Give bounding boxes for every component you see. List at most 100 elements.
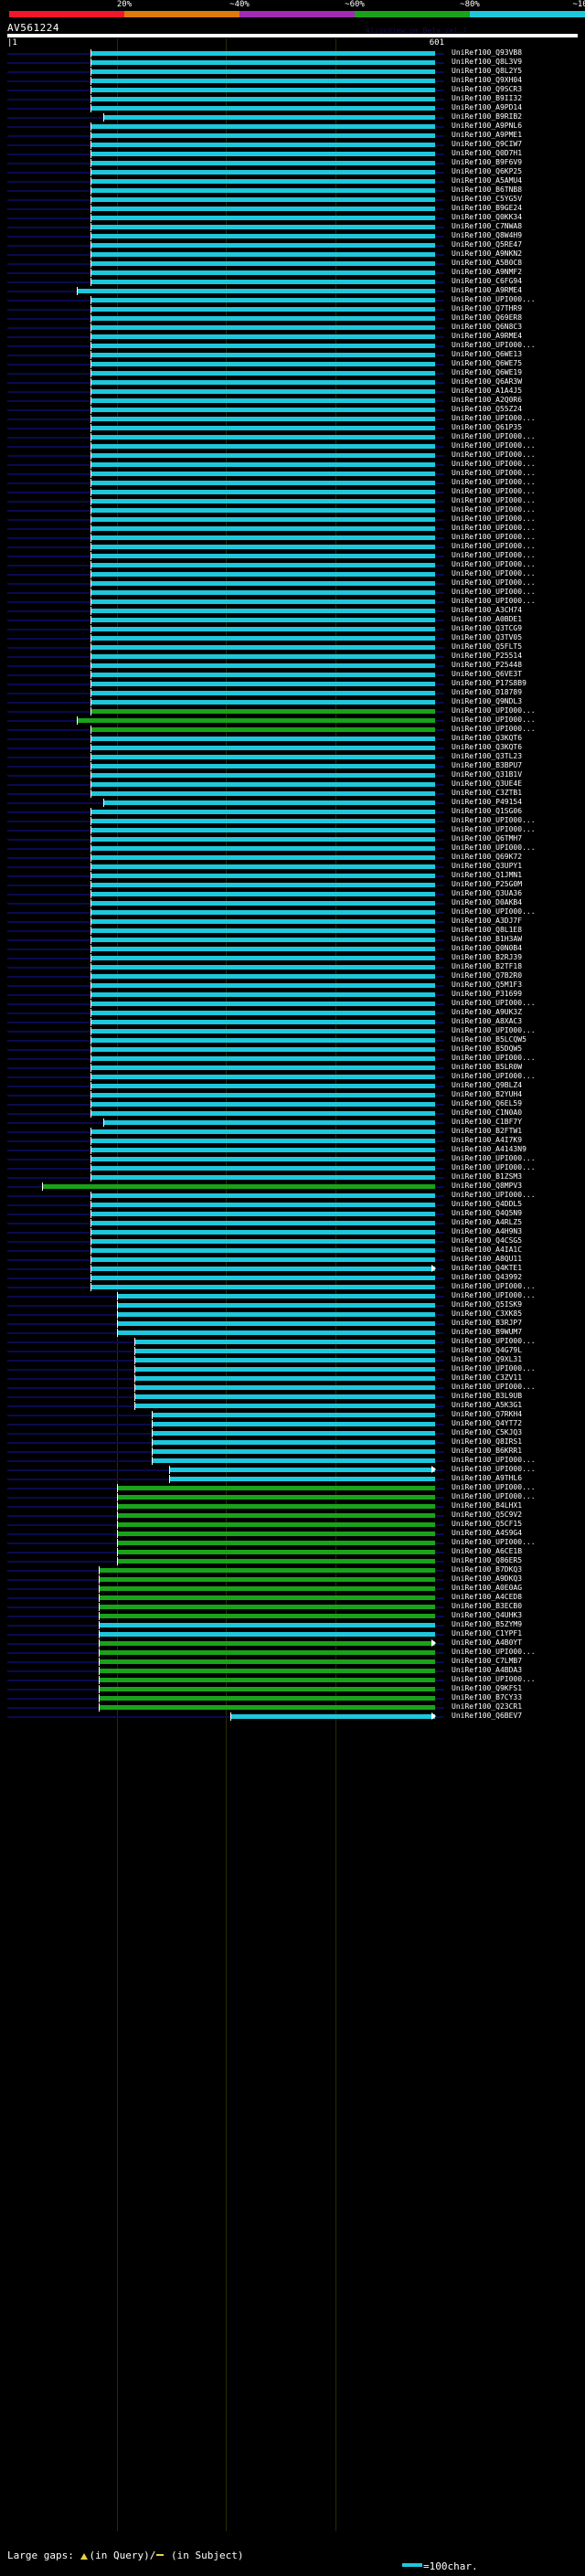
- hit-label[interactable]: UniRef100_A4IA1C: [452, 1246, 523, 1254]
- hit-row[interactable]: UniRef100_Q6N8C3: [0, 323, 585, 333]
- hit-alignment-segment[interactable]: [133, 1349, 436, 1353]
- hit-row[interactable]: UniRef100_Q69ER8: [0, 313, 585, 323]
- hit-label[interactable]: UniRef100_UPI000...: [452, 478, 536, 486]
- hit-label[interactable]: UniRef100_Q3KQT6: [452, 743, 523, 751]
- hit-label[interactable]: UniRef100_UPI000...: [452, 1054, 536, 1062]
- hit-alignment-segment[interactable]: [90, 97, 436, 101]
- hit-label[interactable]: UniRef100_UPI000...: [452, 533, 536, 541]
- hit-alignment-segment[interactable]: [90, 362, 436, 366]
- hit-row[interactable]: UniRef100_Q1JMN1: [0, 871, 585, 881]
- hit-alignment-segment[interactable]: [90, 398, 436, 403]
- hit-alignment-segment[interactable]: [90, 1111, 436, 1116]
- hit-alignment-segment[interactable]: [90, 1257, 436, 1262]
- hit-label[interactable]: UniRef100_A4S9G4: [452, 1529, 523, 1537]
- hit-row[interactable]: UniRef100_Q6WE13: [0, 350, 585, 360]
- hit-label[interactable]: UniRef100_C5KJQ3: [452, 1428, 523, 1436]
- hit-row[interactable]: UniRef100_C1N0A0: [0, 1108, 585, 1118]
- hit-alignment-segment[interactable]: [90, 1011, 436, 1015]
- hit-label[interactable]: UniRef100_Q4CSG5: [452, 1236, 523, 1245]
- hit-label[interactable]: UniRef100_UPI000...: [452, 414, 536, 422]
- hit-label[interactable]: UniRef100_B5LCQW5: [452, 1035, 526, 1044]
- hit-alignment-segment[interactable]: [90, 682, 436, 686]
- hit-alignment-segment[interactable]: [90, 700, 436, 705]
- hit-label[interactable]: UniRef100_P25448: [452, 661, 523, 669]
- hit-row[interactable]: UniRef100_B3ECB0: [0, 1602, 585, 1612]
- hit-row[interactable]: UniRef100_Q3UE4E: [0, 779, 585, 790]
- hit-row[interactable]: UniRef100_UPI000...: [0, 432, 585, 442]
- hit-label[interactable]: UniRef100_A6CE1B: [452, 1547, 523, 1555]
- hit-alignment-segment[interactable]: [90, 545, 436, 549]
- hit-row[interactable]: UniRef100_Q4Q5N9: [0, 1209, 585, 1219]
- hit-label[interactable]: UniRef100_UPI000...: [452, 706, 536, 715]
- hit-label[interactable]: UniRef100_A5K3G1: [452, 1401, 523, 1409]
- hit-row[interactable]: UniRef100_UPI000...: [0, 1648, 585, 1658]
- hit-label[interactable]: UniRef100_UPI000...: [452, 1675, 536, 1683]
- hit-alignment-segment[interactable]: [77, 289, 436, 293]
- hit-row[interactable]: UniRef100_UPI000...: [0, 1492, 585, 1502]
- hit-label[interactable]: UniRef100_Q4Q5N9: [452, 1209, 523, 1217]
- hit-row[interactable]: UniRef100_Q9BLZ4: [0, 1081, 585, 1091]
- hit-alignment-segment[interactable]: [90, 572, 436, 577]
- hit-alignment-segment[interactable]: [90, 298, 436, 302]
- hit-alignment-segment[interactable]: [90, 334, 436, 339]
- hit-alignment-segment[interactable]: [90, 1230, 436, 1235]
- hit-row[interactable]: UniRef100_Q4UHK3: [0, 1611, 585, 1621]
- hit-label[interactable]: UniRef100_UPI000...: [452, 1026, 536, 1034]
- hit-label[interactable]: UniRef100_Q7RKH4: [452, 1410, 523, 1418]
- hit-label[interactable]: UniRef100_Q43992: [452, 1273, 523, 1281]
- hit-alignment-segment[interactable]: [90, 974, 436, 979]
- hit-label[interactable]: UniRef100_B9GE24: [452, 204, 523, 212]
- hit-label[interactable]: UniRef100_Q86ER5: [452, 1556, 523, 1564]
- hit-alignment-segment[interactable]: [90, 106, 436, 111]
- hit-alignment-segment[interactable]: [90, 654, 436, 659]
- hit-label[interactable]: UniRef100_UPI000...: [452, 496, 536, 504]
- hit-label[interactable]: UniRef100_Q31B1V: [452, 770, 523, 779]
- hit-alignment-segment[interactable]: [90, 663, 436, 668]
- hit-alignment-segment[interactable]: [99, 1696, 436, 1701]
- hit-alignment-segment[interactable]: [90, 590, 436, 595]
- hit-row[interactable]: UniRef100_B2TF18: [0, 962, 585, 972]
- hit-alignment-segment[interactable]: [116, 1513, 436, 1518]
- hit-row[interactable]: UniRef100_UPI000...: [0, 414, 585, 424]
- hit-label[interactable]: UniRef100_B5DQW5: [452, 1044, 523, 1053]
- hit-alignment-segment[interactable]: [90, 389, 436, 394]
- hit-label[interactable]: UniRef100_A0BDE1: [452, 615, 523, 623]
- hit-label[interactable]: UniRef100_B5ZYM9: [452, 1620, 523, 1628]
- hit-row[interactable]: UniRef100_Q4G79L: [0, 1346, 585, 1356]
- hit-label[interactable]: UniRef100_B7CY33: [452, 1693, 523, 1701]
- hit-row[interactable]: UniRef100_Q5M1F3: [0, 981, 585, 991]
- hit-alignment-segment[interactable]: [99, 1687, 436, 1691]
- hit-label[interactable]: UniRef100_UPI000...: [452, 1648, 536, 1656]
- hit-label[interactable]: UniRef100_Q7THR9: [452, 304, 523, 313]
- hit-alignment-segment[interactable]: [90, 1267, 436, 1271]
- hit-row[interactable]: UniRef100_D0AKB4: [0, 898, 585, 908]
- hit-row[interactable]: UniRef100_UPI000...: [0, 1383, 585, 1393]
- hit-alignment-segment[interactable]: [90, 307, 436, 312]
- hit-row[interactable]: UniRef100_Q6AR3W: [0, 377, 585, 387]
- hit-label[interactable]: UniRef100_Q23CR1: [452, 1702, 523, 1711]
- hit-alignment-segment[interactable]: [90, 956, 436, 960]
- hit-alignment-segment[interactable]: [90, 270, 436, 275]
- hit-label[interactable]: UniRef100_Q9CIW7: [452, 140, 523, 148]
- hit-label[interactable]: UniRef100_Q0N0B4: [452, 944, 523, 952]
- hit-row[interactable]: UniRef100_UPI000...: [0, 1483, 585, 1493]
- hit-label[interactable]: UniRef100_Q9XH04: [452, 76, 523, 84]
- hit-label[interactable]: UniRef100_A1A4J5: [452, 387, 523, 395]
- hit-alignment-segment[interactable]: [99, 1568, 436, 1573]
- hit-alignment-segment[interactable]: [90, 554, 436, 558]
- hit-alignment-segment[interactable]: [90, 1157, 436, 1161]
- hit-label[interactable]: UniRef100_UPI000...: [452, 999, 536, 1007]
- hit-label[interactable]: UniRef100_UPI000...: [452, 1364, 536, 1373]
- hit-row[interactable]: UniRef100_Q7B2R0: [0, 971, 585, 981]
- hit-alignment-segment[interactable]: [90, 773, 436, 778]
- hit-label[interactable]: UniRef100_UPI000...: [452, 1538, 536, 1546]
- hit-row[interactable]: UniRef100_UPI000...: [0, 1465, 585, 1475]
- hit-label[interactable]: UniRef100_Q3TCG9: [452, 624, 523, 632]
- hit-row[interactable]: UniRef100_A9RME4: [0, 332, 585, 342]
- hit-row[interactable]: UniRef100_UPI000...: [0, 816, 585, 826]
- hit-label[interactable]: UniRef100_UPI000...: [452, 432, 536, 440]
- hit-row[interactable]: UniRef100_B2FTW1: [0, 1127, 585, 1137]
- hit-row[interactable]: UniRef100_A9NMF2: [0, 268, 585, 278]
- hit-row[interactable]: UniRef100_B7CY33: [0, 1693, 585, 1703]
- hit-alignment-segment[interactable]: [99, 1605, 436, 1609]
